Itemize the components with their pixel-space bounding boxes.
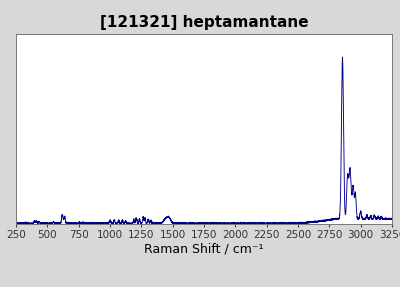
X-axis label: Raman Shift / cm⁻¹: Raman Shift / cm⁻¹: [144, 243, 264, 256]
Title: [121321] heptamantane: [121321] heptamantane: [100, 15, 308, 30]
